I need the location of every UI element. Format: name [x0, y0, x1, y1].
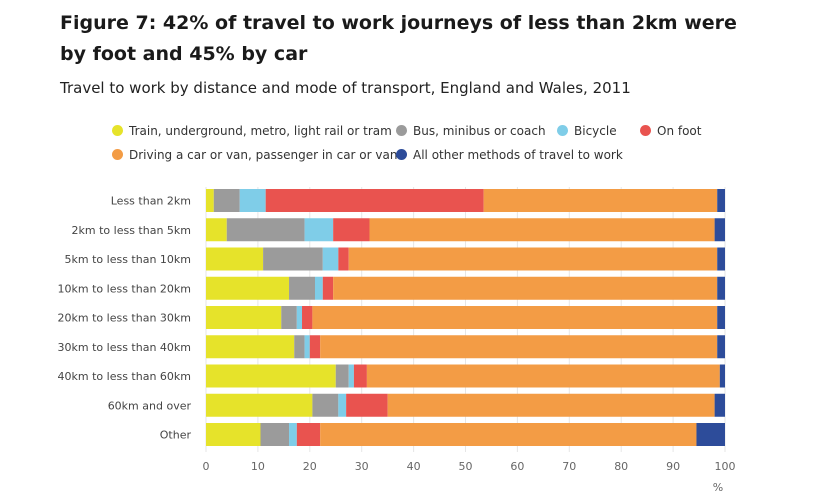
bar-segment-8-3 — [296, 423, 321, 446]
legend-label-5: All other methods of travel to work — [413, 148, 623, 162]
category-label-1: 2km to less than 5km — [72, 224, 191, 237]
bar-segment-5-0 — [206, 335, 295, 359]
bar-segment-8-4 — [320, 423, 697, 446]
bar-segment-6-5 — [719, 364, 725, 388]
bar-segment-7-3 — [346, 393, 388, 417]
bar-segment-4-4 — [312, 306, 718, 329]
x-tick-label-2: 20 — [303, 460, 317, 473]
bar-segment-6-4 — [366, 364, 720, 388]
category-label-3: 10km to less than 20km — [58, 282, 191, 295]
chart-subtitle: Travel to work by distance and mode of t… — [60, 79, 631, 97]
bar-segment-1-0 — [206, 218, 227, 242]
bar-segment-4-0 — [206, 306, 282, 329]
legend-swatch-2 — [557, 125, 568, 136]
bar-segment-3-3 — [322, 276, 334, 300]
bar-segment-0-0 — [206, 189, 214, 212]
x-tick-label-9: 90 — [666, 460, 680, 473]
legend-label-1: Bus, minibus or coach — [413, 124, 546, 138]
category-label-6: 40km to less than 60km — [58, 370, 191, 383]
bar-segment-1-5 — [714, 218, 725, 242]
bar-segment-8-0 — [206, 423, 261, 446]
legend-swatch-0 — [112, 125, 123, 136]
bar-segment-7-0 — [206, 393, 313, 417]
legend-label-2: Bicycle — [574, 124, 617, 138]
bar-segment-2-0 — [206, 247, 264, 271]
legend-swatch-3 — [640, 125, 651, 136]
bar-segment-2-4 — [348, 247, 718, 271]
bar-segment-4-3 — [302, 306, 313, 329]
legend-swatch-4 — [112, 149, 123, 160]
bar-segment-6-2 — [348, 364, 354, 388]
bar-segment-2-3 — [338, 247, 349, 271]
x-tick-label-7: 70 — [562, 460, 576, 473]
bar-segment-7-5 — [714, 393, 725, 417]
bar-segment-7-1 — [312, 393, 339, 417]
bar-segment-5-5 — [717, 335, 725, 359]
bar-segment-0-2 — [239, 189, 266, 212]
bar-segment-1-2 — [304, 218, 334, 242]
bar-segment-3-2 — [314, 276, 323, 300]
bar-segment-3-1 — [289, 276, 315, 300]
x-axis-label: % — [713, 481, 723, 494]
bar-segment-1-1 — [226, 218, 305, 242]
x-tick-label-10: 100 — [715, 460, 736, 473]
x-tick-label-0: 0 — [203, 460, 210, 473]
category-label-4: 20km to less than 30km — [58, 312, 191, 325]
bar-segment-0-1 — [213, 189, 240, 212]
bar-segment-2-2 — [322, 247, 339, 271]
bar-segment-8-2 — [289, 423, 297, 446]
category-label-5: 30km to less than 40km — [58, 341, 191, 354]
bar-segment-5-4 — [320, 335, 718, 359]
legend-swatch-1 — [396, 125, 407, 136]
bar-segment-3-0 — [206, 276, 290, 300]
x-tick-label-4: 40 — [407, 460, 421, 473]
bar-segment-2-5 — [717, 247, 725, 271]
bar-segment-6-3 — [353, 364, 367, 388]
bar-segment-3-4 — [333, 276, 718, 300]
category-label-7: 60km and over — [108, 399, 192, 412]
bar-segment-4-1 — [281, 306, 297, 329]
bar-segment-1-4 — [369, 218, 715, 242]
x-tick-label-6: 60 — [510, 460, 524, 473]
bar-segment-6-1 — [335, 364, 349, 388]
chart-title: Figure 7: 42% of travel to work journeys… — [60, 12, 737, 65]
bar-segment-8-5 — [696, 423, 725, 446]
x-tick-label-8: 80 — [614, 460, 628, 473]
bar-segment-0-4 — [483, 189, 718, 212]
bar-segment-8-1 — [260, 423, 290, 446]
legend-label-0: Train, underground, metro, light rail or… — [129, 124, 392, 138]
bar-segment-5-1 — [294, 335, 305, 359]
bar-segment-5-2 — [304, 335, 310, 359]
x-tick-label-3: 30 — [355, 460, 369, 473]
bar-segment-0-3 — [265, 189, 484, 212]
category-label-0: Less than 2km — [111, 195, 191, 208]
category-label-2: 5km to less than 10km — [65, 253, 191, 266]
legend-swatch-5 — [396, 149, 407, 160]
bar-segment-0-5 — [717, 189, 725, 212]
bar-segment-4-2 — [296, 306, 303, 329]
bar-segment-5-3 — [309, 335, 321, 359]
bar-segment-2-1 — [263, 247, 323, 271]
legend-label-4: Driving a car or van, passenger in car o… — [129, 148, 398, 162]
bar-segment-6-0 — [206, 364, 336, 388]
bar-segment-1-3 — [333, 218, 370, 242]
category-label-8: Other — [160, 429, 192, 442]
bar-segment-3-5 — [717, 276, 725, 300]
legend-label-3: On foot — [657, 124, 702, 138]
bar-segment-7-4 — [387, 393, 715, 417]
x-tick-label-1: 10 — [251, 460, 265, 473]
bar-segment-7-2 — [338, 393, 347, 417]
x-tick-label-5: 50 — [459, 460, 473, 473]
bar-segment-4-5 — [717, 306, 725, 329]
